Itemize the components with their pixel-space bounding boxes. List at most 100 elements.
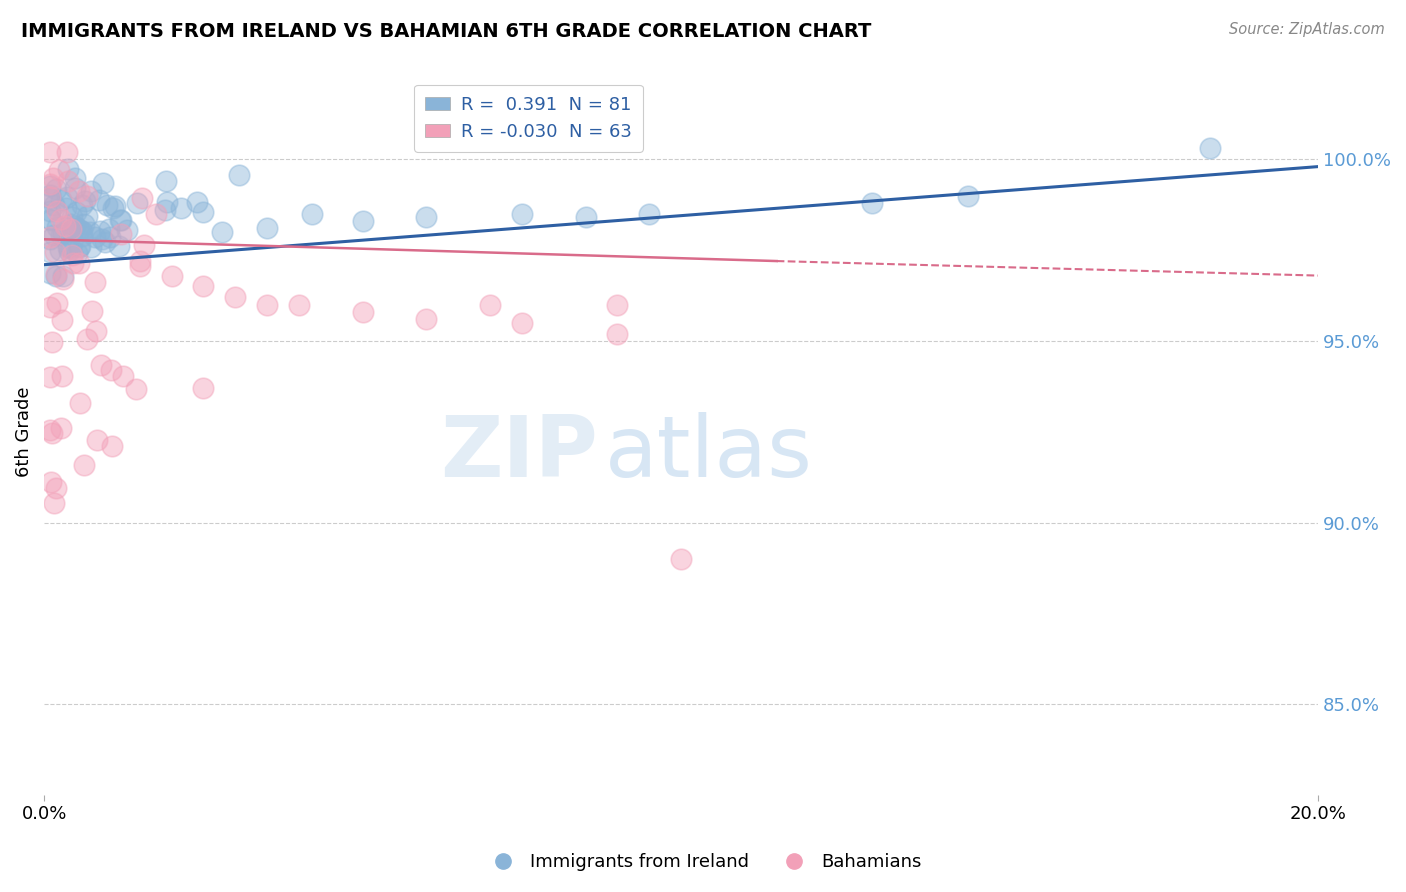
Point [69, 222, 91, 236]
Point [860, 196, 883, 211]
Point [86, 324, 108, 338]
Point [101, 439, 124, 453]
Point [45, 296, 67, 310]
Point [46, 219, 69, 234]
Point [301, 207, 323, 221]
Point [49, 227, 72, 242]
Point [58, 244, 80, 258]
Point [91, 232, 114, 246]
Point [638, 207, 661, 221]
Point [51, 313, 73, 327]
Text: Source: ZipAtlas.com: Source: ZipAtlas.com [1229, 22, 1385, 37]
Point [44, 198, 66, 212]
Point [256, 298, 278, 312]
Point [91, 176, 114, 190]
Point [39, 266, 62, 280]
Point [256, 221, 278, 235]
Point [86, 434, 108, 448]
Point [39, 475, 62, 490]
Point [76, 209, 98, 223]
Point [155, 174, 177, 188]
Point [574, 211, 596, 225]
Point [131, 191, 153, 205]
Point [129, 259, 152, 273]
Legend: Immigrants from Ireland, Bahamians: Immigrants from Ireland, Bahamians [478, 847, 928, 879]
Point [67, 223, 90, 237]
Point [110, 227, 132, 242]
Point [415, 211, 437, 225]
Point [41, 213, 63, 227]
Point [52, 268, 75, 283]
Point [97, 222, 120, 236]
Point [1198, 141, 1220, 155]
Point [63, 171, 86, 186]
Point [606, 326, 628, 341]
Point [67, 240, 90, 254]
Point [46, 204, 69, 219]
Point [510, 207, 533, 221]
Point [352, 214, 374, 228]
Point [60, 210, 83, 224]
Point [80, 304, 103, 318]
Point [110, 213, 132, 227]
Point [479, 298, 502, 312]
Point [73, 458, 96, 472]
Text: IMMIGRANTS FROM IRELAND VS BAHAMIAN 6TH GRADE CORRELATION CHART: IMMIGRANTS FROM IRELAND VS BAHAMIAN 6TH … [21, 22, 872, 41]
Point [98, 230, 121, 244]
Point [63, 181, 86, 195]
Point [49, 244, 72, 258]
Point [39, 177, 62, 191]
Point [76, 332, 98, 346]
Point [67, 184, 90, 198]
Point [79, 225, 101, 239]
Point [80, 240, 103, 254]
Point [65, 219, 87, 234]
Point [89, 224, 111, 238]
Point [72, 217, 94, 231]
Point [70, 198, 93, 212]
Point [186, 195, 208, 210]
Point [53, 219, 76, 233]
Point [111, 369, 134, 384]
Point [60, 247, 83, 261]
Point [66, 245, 89, 260]
Point [44, 244, 66, 259]
Point [228, 168, 250, 182]
Point [39, 211, 62, 226]
Point [107, 238, 129, 252]
Point [39, 245, 62, 260]
Point [39, 188, 62, 202]
Point [69, 256, 91, 270]
Point [288, 298, 311, 312]
Point [169, 202, 191, 216]
Point [87, 193, 110, 207]
Point [125, 196, 148, 211]
Point [62, 224, 84, 238]
Point [39, 190, 62, 204]
Point [60, 217, 83, 231]
Point [70, 229, 93, 244]
Point [96, 198, 118, 212]
Point [44, 228, 66, 243]
Legend: R =  0.391  N = 81, R = -0.030  N = 63: R = 0.391 N = 81, R = -0.030 N = 63 [413, 85, 643, 152]
Point [45, 481, 67, 495]
Point [51, 368, 73, 383]
Point [45, 268, 67, 283]
Point [39, 179, 62, 194]
Point [56, 190, 79, 204]
Point [56, 161, 79, 176]
Point [84, 230, 107, 244]
Point [76, 189, 98, 203]
Point [56, 173, 79, 187]
Point [52, 226, 75, 240]
Point [69, 239, 91, 253]
Point [104, 199, 127, 213]
Point [41, 426, 63, 441]
Point [39, 232, 62, 246]
Point [193, 381, 215, 395]
Point [89, 358, 111, 372]
Point [145, 206, 167, 220]
Point [70, 224, 93, 238]
Point [115, 223, 138, 237]
Point [108, 213, 131, 227]
